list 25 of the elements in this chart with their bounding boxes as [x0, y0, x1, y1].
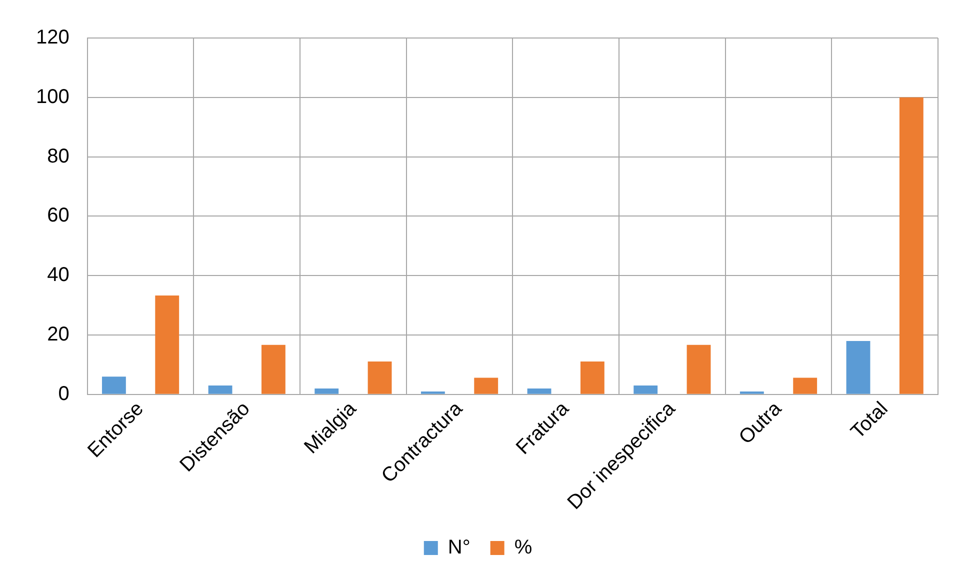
bar	[420, 391, 445, 394]
bar	[686, 344, 711, 394]
bar	[899, 97, 924, 394]
bar	[793, 378, 818, 394]
bar	[634, 386, 658, 394]
bar	[208, 386, 232, 394]
y-tick-label: 0	[58, 382, 70, 405]
y-tick-label: 20	[47, 324, 70, 346]
bar	[527, 388, 552, 394]
bar	[846, 340, 870, 394]
y-tick-label: 80	[47, 145, 70, 168]
legend-label: N°	[448, 536, 470, 559]
y-tick-label: 100	[36, 86, 70, 108]
legend-label: %	[514, 536, 532, 559]
y-tick-label: 120	[36, 26, 70, 49]
bar	[155, 296, 180, 394]
bar	[102, 376, 126, 394]
bar	[314, 388, 339, 394]
bar	[261, 344, 286, 394]
bar	[580, 361, 604, 394]
bar	[740, 391, 764, 394]
bar	[474, 378, 498, 394]
bar	[368, 361, 392, 394]
y-tick-label: 40	[47, 264, 70, 286]
y-tick-label: 60	[47, 204, 70, 227]
